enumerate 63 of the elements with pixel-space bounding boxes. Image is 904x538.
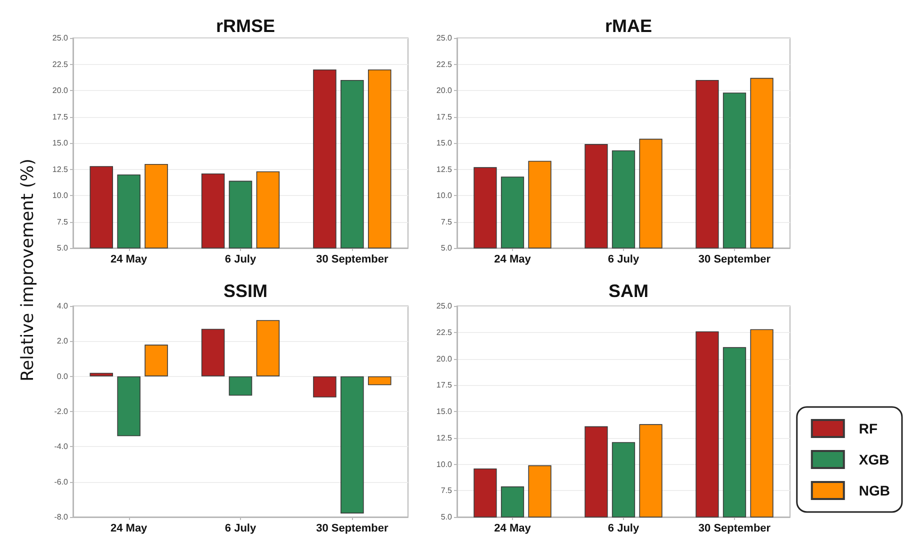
bar bbox=[256, 320, 280, 376]
y-tick-label: 7.5 bbox=[56, 217, 69, 226]
y-tick-label: 12.5 bbox=[436, 164, 453, 174]
bar bbox=[90, 372, 114, 376]
bar bbox=[340, 376, 364, 514]
bar bbox=[368, 376, 392, 386]
x-tick-label: 24 May bbox=[494, 254, 532, 266]
y-tick-label: 5.0 bbox=[440, 244, 453, 252]
y-tick-label: 15.0 bbox=[436, 138, 453, 148]
x-tick-label: 30 September bbox=[316, 522, 389, 534]
x-tick-label: 30 September bbox=[698, 522, 772, 534]
y-tick-label: 25.0 bbox=[436, 34, 453, 42]
y-tick-label: 12.5 bbox=[436, 433, 453, 442]
y-tick-label: 12.5 bbox=[52, 164, 69, 174]
chart-title: SAM bbox=[608, 281, 648, 301]
y-tick-label: 25.0 bbox=[52, 34, 69, 42]
y-tick-label: -4.0 bbox=[54, 442, 69, 452]
legend-label: NGB bbox=[858, 482, 890, 498]
y-tick-label: 10.0 bbox=[436, 460, 453, 469]
y-tick-label: 7.5 bbox=[440, 217, 453, 226]
y-tick-label: 15.0 bbox=[436, 407, 453, 416]
x-tick-label: 24 May bbox=[110, 254, 148, 266]
bar bbox=[144, 344, 168, 376]
y-tick-label: 22.5 bbox=[436, 328, 453, 337]
x-tick-label: 30 September bbox=[698, 254, 772, 266]
y-tick-label: 10.0 bbox=[52, 191, 69, 200]
y-tick-label: -2.0 bbox=[54, 407, 69, 416]
y-tick-label: 0.0 bbox=[56, 372, 69, 381]
bar bbox=[228, 376, 252, 396]
chart-title: rMAE bbox=[604, 16, 652, 36]
bar bbox=[117, 376, 140, 436]
y-tick-label: -6.0 bbox=[54, 477, 69, 486]
y-tick-label: 17.5 bbox=[436, 380, 453, 390]
y-tick-label: 25.0 bbox=[436, 302, 453, 310]
y-tick-label: 15.0 bbox=[52, 138, 69, 148]
x-tick-label: 24 May bbox=[494, 522, 532, 534]
x-tick-label: 30 September bbox=[316, 254, 389, 266]
legend-label: XGB bbox=[858, 452, 890, 468]
x-tick-label: 6 July bbox=[608, 254, 640, 266]
y-tick-label: 2.0 bbox=[56, 336, 69, 346]
x-tick-label: 6 July bbox=[224, 254, 257, 266]
chart-title: SSIM bbox=[223, 281, 268, 301]
y-tick-label: 22.5 bbox=[436, 60, 453, 69]
y-tick-label: -8.0 bbox=[54, 512, 69, 522]
x-tick-label: 6 July bbox=[224, 522, 257, 534]
x-tick-label: 6 July bbox=[608, 522, 640, 534]
y-tick-label: 20.0 bbox=[52, 86, 69, 95]
y-tick-label: 20.0 bbox=[436, 354, 453, 364]
y-tick-label: 7.5 bbox=[440, 486, 453, 496]
y-tick-label: 5.0 bbox=[56, 244, 69, 252]
bar bbox=[313, 376, 336, 398]
legend-label: RF bbox=[858, 420, 878, 436]
y-tick-label: 22.5 bbox=[52, 60, 69, 69]
y-tick-label: 5.0 bbox=[440, 512, 453, 522]
bar bbox=[201, 328, 225, 376]
y-tick-label: 20.0 bbox=[436, 86, 453, 95]
y-tick-label: 17.5 bbox=[436, 112, 453, 122]
x-tick-label: 24 May bbox=[110, 522, 148, 534]
y-axis-title: Relative improvement (%) bbox=[18, 158, 38, 382]
y-tick-label: 10.0 bbox=[436, 191, 453, 200]
y-tick-label: 17.5 bbox=[52, 112, 69, 122]
chart-title: rRMSE bbox=[216, 16, 276, 36]
y-tick-label: 4.0 bbox=[56, 302, 69, 310]
